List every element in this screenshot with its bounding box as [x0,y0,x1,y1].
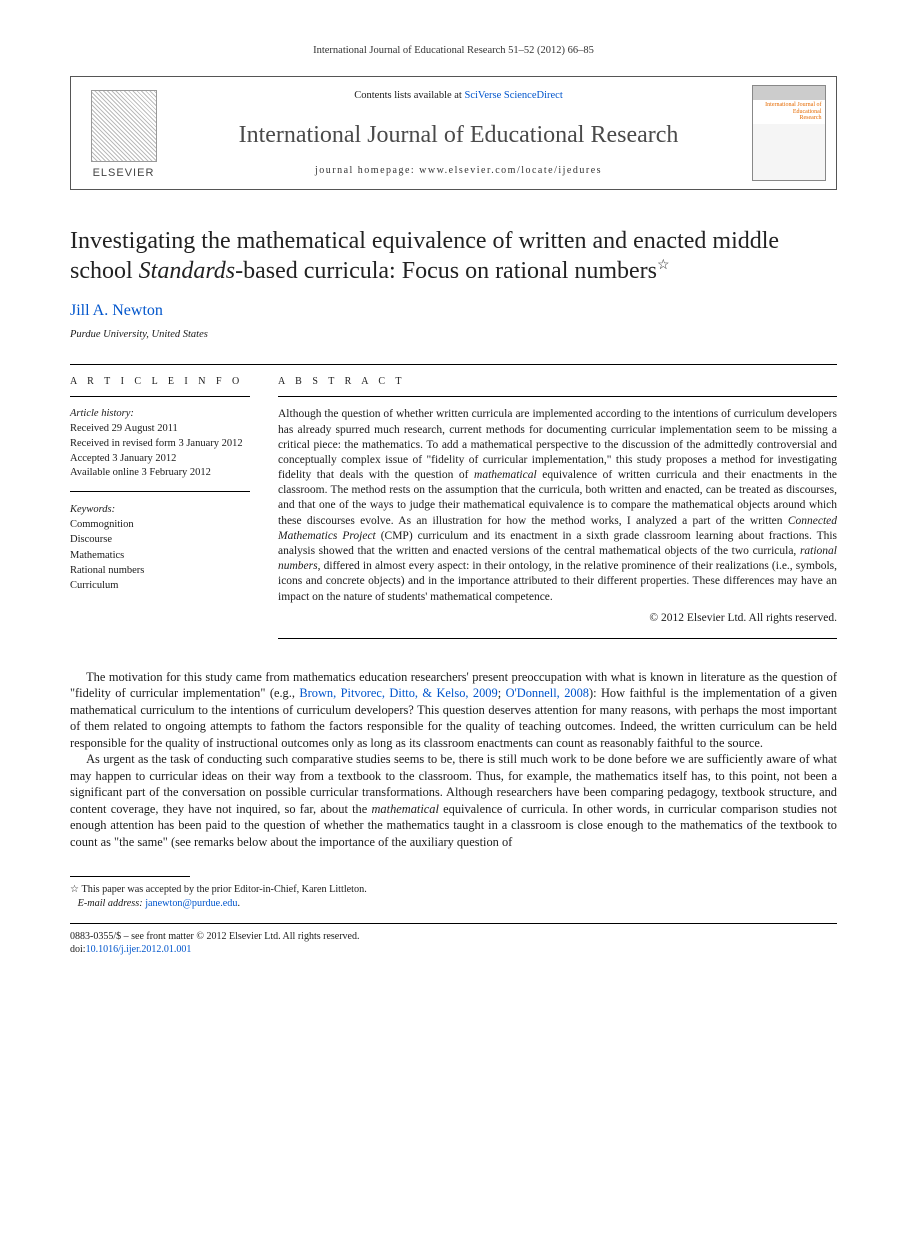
abstract-copyright: © 2012 Elsevier Ltd. All rights reserved… [278,611,837,626]
journal-masthead: ELSEVIER Contents lists available at Sci… [70,76,837,190]
article-body: The motivation for this study came from … [70,669,837,851]
elsevier-tree-icon [91,90,157,162]
abstract-text: Although the question of whether written… [278,407,837,604]
contents-prefix: Contents lists available at [354,90,464,101]
body-paragraph: As urgent as the task of conducting such… [70,751,837,850]
keywords-block: Keywords: Commognition Discourse Mathema… [70,492,250,593]
cover-line: Educational [793,109,822,115]
abstract-column: A B S T R A C T Although the question of… [278,365,837,639]
bottom-rule [70,923,837,924]
copyright-block: 0883-0355/$ – see front matter © 2012 El… [70,930,837,957]
footnote-star-icon: ☆ [70,884,79,895]
article-history: Article history: Received 29 August 2011… [70,397,250,491]
author-affiliation: Purdue University, United States [70,328,837,342]
history-line: Received 29 August 2011 [70,422,250,437]
footnote-block: ☆ This paper was accepted by the prior E… [70,883,837,911]
cover-line: Research [800,115,822,121]
history-line: Available online 3 February 2012 [70,466,250,481]
keyword: Discourse [70,532,250,547]
title-part: -based curricula: Focus on rational numb… [235,258,657,284]
masthead-center: Contents lists available at SciVerse Sci… [176,77,741,189]
keywords-label: Keywords: [70,502,250,517]
keyword: Mathematics [70,548,250,563]
publisher-logo-cell: ELSEVIER [71,77,176,189]
history-line: Accepted 3 January 2012 [70,452,250,467]
doi-label: doi: [70,944,86,955]
footnote-text: This paper was accepted by the prior Edi… [82,884,367,895]
citation-link[interactable]: O'Donnell, 2008 [506,686,589,700]
journal-name: International Journal of Educational Res… [239,119,679,151]
title-italic: Standards [139,258,235,284]
doi-link[interactable]: 10.1016/j.ijer.2012.01.001 [86,944,192,955]
journal-homepage: journal homepage: www.elsevier.com/locat… [315,164,602,178]
front-matter-line: 0883-0355/$ – see front matter © 2012 El… [70,930,837,944]
citation-link[interactable]: Brown, Pitvorec, Ditto, & Kelso, 2009 [299,686,497,700]
article-info-column: A R T I C L E I N F O Article history: R… [70,365,250,639]
email-label: E-mail address: [78,898,143,909]
keyword: Rational numbers [70,563,250,578]
title-footnote-star-icon: ☆ [657,258,670,273]
author-name[interactable]: Jill A. Newton [70,300,837,322]
publisher-name: ELSEVIER [93,166,155,181]
history-line: Received in revised form 3 January 2012 [70,437,250,452]
journal-cover-thumb: International Journal of Educational Res… [741,77,836,189]
sciencedirect-link[interactable]: SciVerse ScienceDirect [464,90,562,101]
contents-line: Contents lists available at SciVerse Sci… [354,89,562,103]
cover-line: International Journal of [765,102,821,108]
article-info-heading: A R T I C L E I N F O [70,365,250,398]
abstract-heading: A B S T R A C T [278,365,837,398]
article-title: Investigating the mathematical equivalen… [70,226,837,286]
history-label: Article history: [70,407,250,422]
author-email-link[interactable]: janewton@purdue.edu [145,898,237,909]
keyword: Curriculum [70,578,250,593]
body-paragraph: The motivation for this study came from … [70,669,837,752]
keyword: Commognition [70,517,250,532]
running-head: International Journal of Educational Res… [70,44,837,58]
footnote-rule [70,876,190,877]
